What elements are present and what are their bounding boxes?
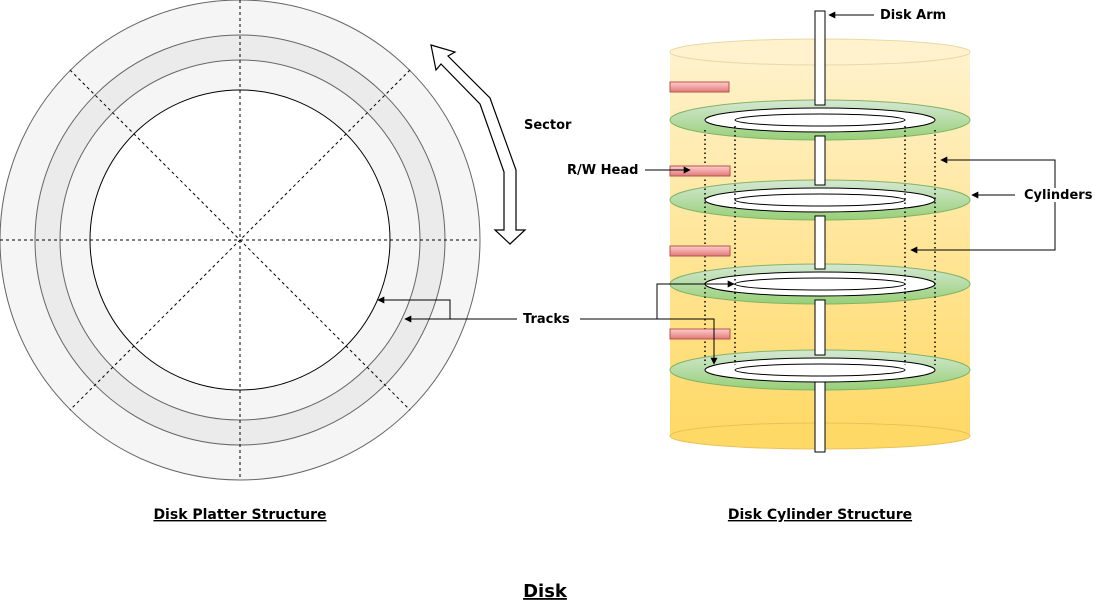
diagram-title: Disk: [523, 581, 568, 602]
platter-disk: [669, 263, 971, 305]
platter-disk: [669, 179, 971, 221]
disk-platter: Sector Tracks Disk Platter Structure: [0, 0, 572, 523]
tracks-cylinder-arrow-lower: [657, 318, 718, 365]
tracks-label: Tracks: [523, 312, 570, 327]
disk-cylinder: Disk Arm R/W Head Cylinders Disk Cylinde…: [567, 8, 1093, 523]
cylinders-arrow-upper: [940, 156, 1056, 188]
rw-head: [669, 328, 731, 340]
platter-caption: Disk Platter Structure: [153, 507, 326, 523]
sector-label: Sector: [524, 118, 572, 133]
rw-head-label: R/W Head: [567, 163, 638, 178]
disk-arm-segments: [814, 10, 826, 453]
cylinders-arrow-lower: [910, 202, 1056, 254]
rw-head: [669, 165, 731, 177]
platter-disk: [669, 349, 971, 391]
platter-disk: [669, 99, 971, 141]
tracks-arrow-inner: [377, 296, 451, 319]
rw-head: [669, 81, 730, 93]
cylinders-label: Cylinders: [1024, 188, 1093, 203]
cylinder-caption: Disk Cylinder Structure: [728, 507, 912, 523]
sector-divider-lines: [0, 0, 480, 480]
sector-rotation-arrow-icon: [430, 44, 527, 245]
tracks-cylinder-arrow-upper: [580, 280, 735, 320]
disk-arm-label: Disk Arm: [880, 8, 946, 23]
rw-head: [669, 245, 731, 257]
